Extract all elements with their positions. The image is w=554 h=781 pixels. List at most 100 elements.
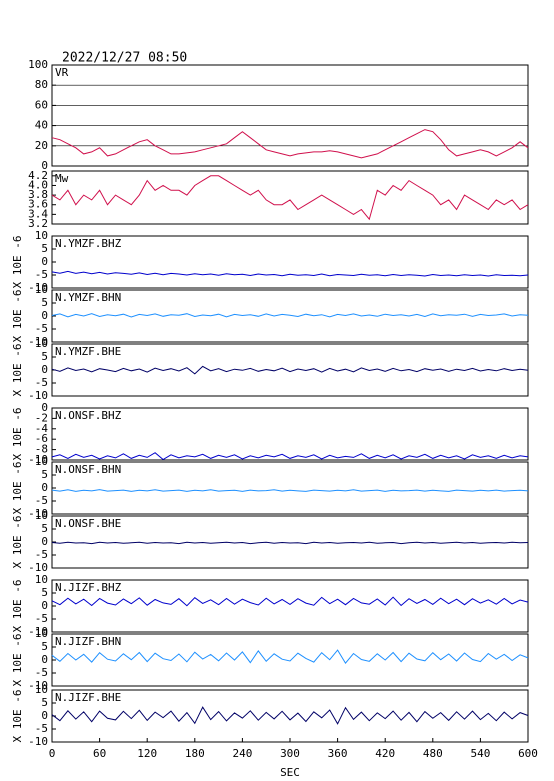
y-tick-label: 5 [41, 296, 48, 309]
y-tick-label: 0 [41, 653, 48, 666]
data-line [51, 489, 529, 492]
y-tick-label: -2 [35, 411, 48, 424]
panel-frame [51, 633, 529, 687]
y-tick-label: 0 [41, 363, 48, 376]
y-tick-label: 5 [41, 522, 48, 535]
panel-label: N.ONSF.BHE [55, 517, 121, 530]
y-tick-label: -10 [28, 735, 48, 748]
panel-label: N.JIZF.BHN [55, 635, 121, 648]
data-line [51, 175, 529, 221]
y-axis-label: X 10E -6 [11, 516, 24, 569]
data-line [51, 706, 529, 725]
panel-label: N.ONSF.BHN [55, 463, 121, 476]
y-tick-label: 10 [35, 337, 48, 350]
y-tick-label: 3.4 [28, 207, 48, 220]
y-tick-label: 0 [41, 255, 48, 268]
panel-frame [51, 170, 529, 225]
y-tick-label: -5 [35, 722, 48, 735]
y-axis-label: X 10E -6 [11, 344, 24, 397]
y-tick-label: 100 [28, 58, 48, 71]
x-tick-label: 480 [423, 747, 443, 760]
y-tick-label: -10 [28, 281, 48, 294]
panel-frame [51, 461, 529, 515]
y-tick-label: -10 [28, 389, 48, 402]
y-tick-label: -5 [35, 376, 48, 389]
y-tick-label: 0 [41, 481, 48, 494]
y-tick-label: 3.6 [28, 198, 48, 211]
panel-label: N.YMZF.BHN [55, 291, 121, 304]
x-tick-label: 360 [328, 747, 348, 760]
y-tick-label: -5 [35, 322, 48, 335]
y-tick-label: 10 [35, 509, 48, 522]
panel-frame [51, 343, 529, 397]
x-tick-label: 600 [518, 747, 538, 760]
y-tick-label: -5 [35, 548, 48, 561]
y-tick-label: 5 [41, 696, 48, 709]
x-axis-label: SEC [280, 766, 300, 779]
y-tick-label: 5 [41, 640, 48, 653]
y-axis-label: X 10E -6 [11, 634, 24, 687]
x-tick-label: 60 [93, 747, 106, 760]
panel-frame [51, 689, 529, 743]
x-tick-label: 300 [280, 747, 300, 760]
x-tick-label: 0 [49, 747, 56, 760]
chart-title: 2022/12/27 08:50 [62, 51, 187, 66]
panel-label: N.ONSF.BHZ [55, 409, 122, 422]
panel-frame [51, 235, 529, 289]
y-tick-label: 10 [35, 683, 48, 696]
panel-frame [51, 579, 529, 633]
data-line [51, 365, 529, 375]
y-tick-label: -10 [28, 453, 48, 466]
x-tick-label: 540 [470, 747, 490, 760]
data-line [51, 313, 529, 318]
y-tick-label: 80 [35, 78, 48, 91]
y-tick-label: 3.8 [28, 188, 48, 201]
y-tick-label: 4.0 [28, 178, 48, 191]
y-tick-label: -5 [35, 612, 48, 625]
y-axis-label: X 10E -6 [11, 580, 24, 633]
y-tick-label: 4.2 [28, 169, 48, 182]
y-tick-label: 10 [35, 573, 48, 586]
y-tick-label: 0 [41, 535, 48, 548]
y-tick-label: -10 [28, 335, 48, 348]
y-tick-label: 0 [41, 709, 48, 722]
y-tick-label: 0 [41, 401, 48, 414]
panel-frame [51, 289, 529, 343]
y-tick-label: 0 [41, 159, 48, 172]
y-tick-label: 0 [41, 309, 48, 322]
y-tick-label: 40 [35, 119, 48, 132]
panel-label: Mw [55, 172, 69, 185]
y-tick-label: -6 [35, 432, 48, 445]
y-tick-label: 0 [41, 599, 48, 612]
y-tick-label: -10 [28, 625, 48, 638]
panel-label: VR [55, 66, 69, 79]
data-line [51, 452, 529, 461]
panel-label: N.YMZF.BHE [55, 345, 121, 358]
data-line [51, 596, 529, 607]
y-tick-label: -4 [35, 422, 49, 435]
y-axis-label: X 10E -6 [11, 236, 24, 289]
x-tick-label: 420 [375, 747, 395, 760]
panel-label: N.YMZF.BHZ [55, 237, 122, 250]
y-axis-label: X 10E -6 [11, 690, 24, 743]
y-tick-label: -5 [35, 494, 48, 507]
y-axis-label: X 10E -6 [11, 462, 24, 515]
panel-label: N.JIZF.BHE [55, 691, 121, 704]
y-tick-label: -10 [28, 561, 48, 574]
y-tick-label: 5 [41, 242, 48, 255]
y-tick-label: 5 [41, 350, 48, 363]
x-tick-label: 180 [185, 747, 205, 760]
y-tick-label: 3.2 [28, 217, 48, 230]
y-tick-label: 60 [35, 98, 48, 111]
x-tick-label: 120 [137, 747, 157, 760]
y-tick-label: -10 [28, 679, 48, 692]
panel-frame [51, 407, 529, 461]
data-line [51, 649, 529, 664]
y-tick-label: -8 [35, 443, 48, 456]
y-tick-label: -5 [35, 268, 48, 281]
y-tick-label: -10 [28, 507, 48, 520]
y-axis-label: X 10E -6 [11, 290, 24, 343]
x-tick-label: 240 [232, 747, 252, 760]
y-axis-label: X 10E -6 [11, 408, 24, 461]
